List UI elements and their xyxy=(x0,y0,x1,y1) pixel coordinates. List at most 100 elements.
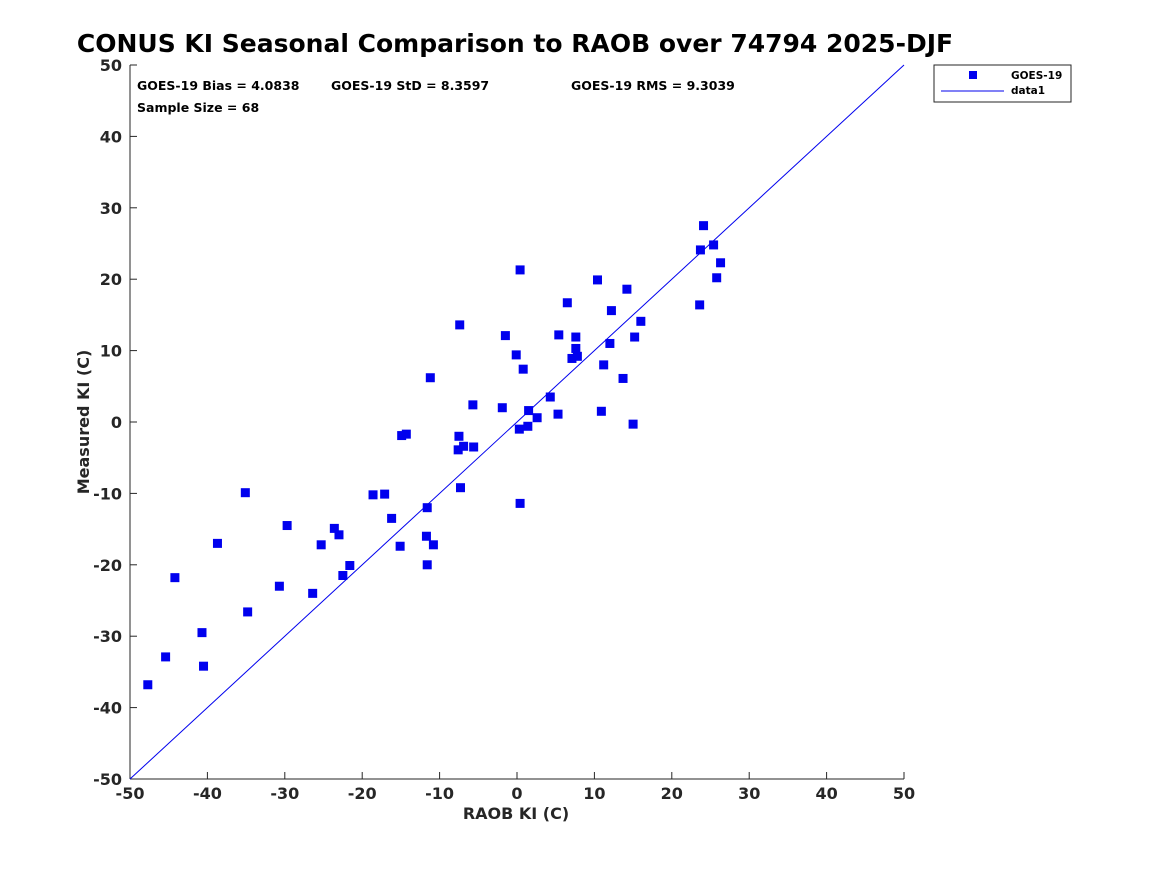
data-point xyxy=(709,240,719,250)
data-point xyxy=(622,284,632,294)
data-point xyxy=(421,531,431,541)
x-tick-label: -10 xyxy=(425,784,454,803)
data-point xyxy=(199,661,209,671)
data-point xyxy=(454,431,464,441)
y-tick-label: 10 xyxy=(100,342,122,361)
y-tick-label: 40 xyxy=(100,127,122,146)
data-point xyxy=(514,424,524,434)
data-point xyxy=(554,330,564,340)
data-point xyxy=(455,320,465,330)
data-point xyxy=(243,607,253,617)
data-point xyxy=(143,680,153,690)
data-point xyxy=(469,442,479,452)
data-point xyxy=(380,489,390,499)
y-tick-label: -10 xyxy=(93,484,122,503)
data-point xyxy=(511,350,521,360)
data-point xyxy=(524,406,534,416)
data-point xyxy=(425,373,435,383)
x-tick-label: -40 xyxy=(193,784,222,803)
legend-marker-goes19 xyxy=(969,71,977,79)
data-point xyxy=(606,306,616,316)
data-point xyxy=(515,265,525,275)
x-tick-label: -20 xyxy=(348,784,377,803)
legend: GOES-19 data1 xyxy=(933,64,1072,103)
data-point xyxy=(468,400,478,410)
x-axis-label: RAOB KI (C) xyxy=(463,804,569,823)
data-point xyxy=(316,540,326,550)
data-point xyxy=(368,490,378,500)
data-point xyxy=(459,441,469,451)
stat-std: GOES-19 StD = 8.3597 xyxy=(331,78,489,93)
data-point xyxy=(329,523,339,533)
x-tick-label: 10 xyxy=(583,784,605,803)
x-tick-label: 40 xyxy=(815,784,837,803)
data-point xyxy=(338,571,348,581)
data-point xyxy=(453,445,463,455)
data-point xyxy=(497,403,507,413)
data-point xyxy=(571,332,581,342)
data-point xyxy=(545,392,555,402)
data-point xyxy=(605,338,615,348)
data-point xyxy=(596,406,606,416)
x-tick-label: 20 xyxy=(661,784,683,803)
data-point xyxy=(562,298,572,308)
y-tick-label: 30 xyxy=(100,199,122,218)
y-tick-label: -30 xyxy=(93,627,122,646)
data-point xyxy=(699,221,709,231)
data-point xyxy=(636,316,646,326)
stats-annotations: GOES-19 Bias = 4.0838 GOES-19 StD = 8.35… xyxy=(137,78,735,115)
data-point xyxy=(197,628,207,638)
data-point xyxy=(572,351,582,361)
stat-rms: GOES-19 RMS = 9.3039 xyxy=(571,78,735,93)
series-layer xyxy=(129,64,905,780)
data-point xyxy=(592,275,602,285)
data-point xyxy=(387,513,397,523)
x-tick-label: 0 xyxy=(511,784,522,803)
x-tick-label: -50 xyxy=(116,784,145,803)
legend-label-goes19: GOES-19 xyxy=(1011,70,1062,82)
data-point xyxy=(212,538,222,548)
data-point xyxy=(455,483,465,493)
data-point xyxy=(571,343,581,353)
data-point xyxy=(599,360,609,370)
chart-title: CONUS KI Seasonal Comparison to RAOB ove… xyxy=(77,29,953,58)
legend-label-data1: data1 xyxy=(1011,85,1045,97)
data-point xyxy=(515,498,525,508)
data-point xyxy=(422,560,432,570)
data-point xyxy=(618,373,628,383)
data-point xyxy=(308,588,318,598)
data-point xyxy=(628,419,638,429)
data-point xyxy=(712,273,722,283)
data-point xyxy=(695,300,705,310)
data-point xyxy=(274,581,284,591)
x-tick-label: 50 xyxy=(893,784,915,803)
stat-bias: GOES-19 Bias = 4.0838 xyxy=(137,78,299,93)
stat-sample-size: Sample Size = 68 xyxy=(137,100,259,115)
plot-area: -50 -40 -30 -20 -10 0 10 20 30 40 50 -50 -40 -30 -20 -1… xyxy=(93,56,915,803)
data-point xyxy=(397,431,407,441)
data-point xyxy=(401,429,411,439)
data-point xyxy=(282,521,292,531)
data-point xyxy=(161,652,171,662)
data-point xyxy=(523,421,533,431)
data-point xyxy=(334,530,344,540)
y-tick-label: -20 xyxy=(93,556,122,575)
data-point xyxy=(422,503,432,513)
axis-ticks: -50 -40 -30 -20 -10 0 10 20 30 40 50 -50 -40 -30 -20 -1… xyxy=(93,56,915,803)
data-point xyxy=(395,541,405,551)
x-tick-label: 30 xyxy=(738,784,760,803)
y-tick-label: -50 xyxy=(93,770,122,789)
data-point xyxy=(695,245,705,255)
y-tick-label: 0 xyxy=(111,413,122,432)
x-tick-label: -30 xyxy=(270,784,299,803)
series-line-data1 xyxy=(129,64,905,780)
data-point xyxy=(500,331,510,341)
data-point xyxy=(170,573,180,583)
data-point xyxy=(630,332,640,342)
data-point xyxy=(532,413,542,423)
data-point xyxy=(567,353,577,363)
data-point xyxy=(240,488,250,498)
y-axis-label: Measured KI (C) xyxy=(74,350,93,495)
